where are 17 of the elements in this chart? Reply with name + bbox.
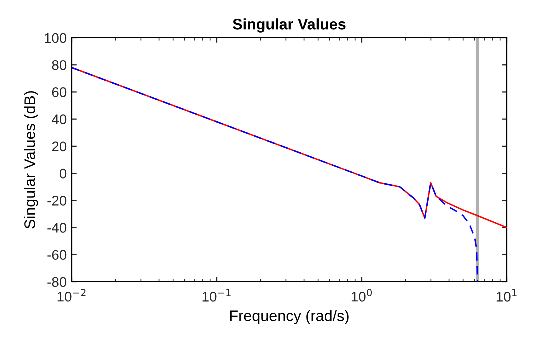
y-tick-label: -40 [48, 223, 67, 233]
y-tick-label: 20 [52, 142, 67, 152]
y-tick-label: 40 [52, 114, 67, 125]
y-tick-label: -20 [48, 196, 67, 206]
y-tick-label: -60 [48, 250, 67, 260]
y-tick-label: 60 [52, 88, 67, 98]
x-tick-label: 10$^{−2}$ [58, 289, 86, 302]
y-tick-label: 100 [45, 33, 67, 44]
y-axis-title: Singular Values (dB) [24, 91, 38, 229]
chart-title: Singular Values [233, 18, 346, 33]
y-tick-label: 0 [60, 168, 67, 179]
x-tick-label: 10$^{0}$ [352, 289, 372, 302]
x-tick-label: 10$^{1}$ [496, 289, 517, 302]
x-axis-title: Frequency (rad/s) [230, 310, 349, 324]
y-tick-label: 80 [52, 60, 67, 70]
x-tick-label: 10$^{−1}$ [202, 289, 231, 302]
y-tick-label: -80 [48, 277, 67, 288]
